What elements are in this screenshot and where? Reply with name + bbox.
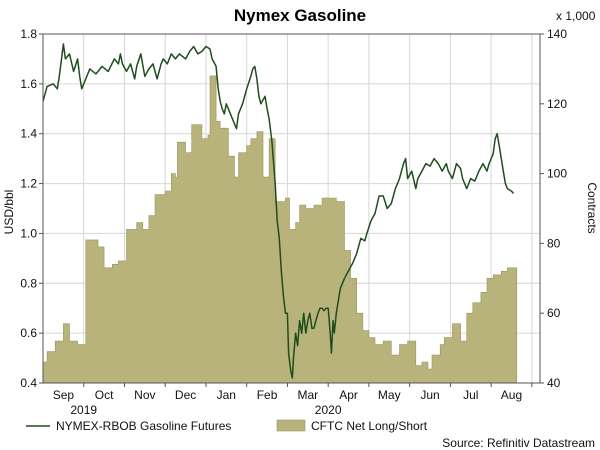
left-tick-label: 1.8 <box>20 27 37 41</box>
right-tick-label: 100 <box>547 167 567 181</box>
left-tick-label: 1.2 <box>20 177 37 191</box>
right-axis-label: Contracts <box>585 182 599 233</box>
source-note: Source: Refinitiv Datastream <box>442 436 595 450</box>
right-tick-label: 120 <box>547 97 567 111</box>
left-tick-label: 0.6 <box>20 326 37 340</box>
right-tick-label: 40 <box>547 376 561 390</box>
rbob-line-layer <box>42 43 515 379</box>
left-tick-label: 1.6 <box>20 77 37 91</box>
legend-rbob-label: NYMEX-RBOB Gasoline Futures <box>56 419 231 433</box>
right-axis-unit-note: x 1,000 <box>556 9 596 23</box>
x-tick-label: Jul <box>463 388 478 402</box>
x-tick-label: Mar <box>297 388 318 402</box>
x-axis-ticks: Sep Oct Nov Dec Jan Feb Mar Apr May Jun Jul Aug 2019… <box>53 383 533 417</box>
x-tick-label: Aug <box>501 388 522 402</box>
x-tick-label: Sep <box>53 388 75 402</box>
right-tick-label: 60 <box>547 306 561 320</box>
legend: NYMEX-RBOB Gasoline Futures CFTC Net Lon… <box>26 419 428 433</box>
cftc-net-long-short-area <box>42 75 518 384</box>
rbob-gasoline-futures-line <box>42 43 515 379</box>
x-year-label: 2020 <box>315 403 342 417</box>
x-tick-label: Oct <box>95 388 114 402</box>
plot-frame <box>42 33 541 384</box>
x-tick-label: May <box>378 388 401 402</box>
x-tick-label: Dec <box>175 388 196 402</box>
x-tick-label: Jun <box>420 388 439 402</box>
left-tick-label: 1.0 <box>20 226 37 240</box>
left-tick-label: 0.8 <box>20 276 37 290</box>
legend-area-swatch <box>276 419 306 432</box>
left-tick-label: 0.4 <box>20 376 37 390</box>
left-y-axis-ticks: 0.4 0.6 0.8 1.0 1.2 1.4 1.6 1.8 <box>20 27 43 390</box>
cftc-area-layer <box>42 75 518 384</box>
x-tick-label: Jan <box>217 388 236 402</box>
x-tick-label: Nov <box>134 388 155 402</box>
x-tick-label: Feb <box>257 388 278 402</box>
x-year-label: 2019 <box>70 403 97 417</box>
left-tick-label: 1.4 <box>20 127 37 141</box>
right-tick-label: 80 <box>547 236 561 250</box>
x-tick-label: Apr <box>339 388 358 402</box>
left-axis-label: USD/bbl <box>2 190 16 235</box>
chart-title: Nymex Gasoline <box>234 6 366 25</box>
right-tick-label: 140 <box>547 27 567 41</box>
legend-cftc-label: CFTC Net Long/Short <box>311 419 428 433</box>
right-y-axis-ticks: 40 60 80 100 120 140 <box>540 27 567 390</box>
